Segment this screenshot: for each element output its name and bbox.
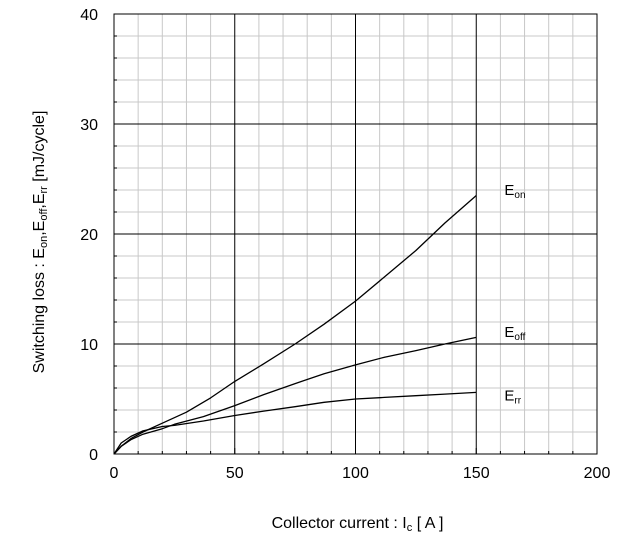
x-tick-label: 0 bbox=[110, 465, 119, 482]
axis-label-subscript: off bbox=[38, 208, 50, 221]
x-axis-label: Collector current : Ic [ A ] bbox=[272, 515, 444, 534]
x-tick-label: 150 bbox=[463, 465, 490, 482]
y-axis-label: Switching loss : Eon,Eoff,Err [mJ/cycle] bbox=[31, 111, 50, 374]
y-tick-label: 10 bbox=[80, 337, 98, 354]
x-tick-label: 50 bbox=[226, 465, 244, 482]
y-tick-label: 0 bbox=[89, 447, 98, 464]
axis-label-subscript: c bbox=[407, 522, 413, 534]
axis-ticks bbox=[113, 13, 598, 455]
axis-label-text: Collector current : I bbox=[272, 515, 407, 532]
series-label-subscript: on bbox=[514, 190, 525, 201]
series-line-eoff bbox=[113, 336, 477, 455]
axis-label-text: [ A ] bbox=[412, 515, 443, 532]
axis-label-text: Switching loss : E bbox=[31, 248, 48, 373]
series-lines bbox=[113, 195, 477, 455]
series-label-eon: Eon bbox=[504, 182, 525, 201]
series-label-main: E bbox=[504, 182, 514, 199]
x-tick-label: 100 bbox=[342, 465, 369, 482]
series-label-main: E bbox=[504, 324, 514, 341]
x-tick-labels: 0 50 100 150 200 bbox=[110, 465, 611, 482]
series-label-subscript: off bbox=[514, 332, 525, 343]
series-label-subscript: rr bbox=[514, 396, 521, 407]
axis-label-subscript: on bbox=[38, 236, 50, 248]
axis-label-text: ,E bbox=[31, 221, 48, 236]
axis-label-subscript: rr bbox=[38, 186, 50, 194]
series-label-eoff: Eoff bbox=[504, 324, 525, 343]
y-tick-label: 20 bbox=[80, 227, 98, 244]
series-label-err: Err bbox=[504, 388, 521, 407]
axis-label-text: ,E bbox=[31, 193, 48, 208]
series-line-eon bbox=[113, 195, 477, 455]
series-label-main: E bbox=[504, 388, 514, 405]
series-line-err bbox=[113, 391, 477, 455]
y-tick-labels: 0 10 20 30 40 bbox=[80, 7, 98, 464]
axis-label-text: [mJ/cycle] bbox=[31, 111, 48, 187]
x-tick-label: 200 bbox=[584, 465, 611, 482]
y-tick-label: 30 bbox=[80, 117, 98, 134]
y-tick-label: 40 bbox=[80, 7, 98, 24]
major-grid bbox=[114, 14, 597, 454]
